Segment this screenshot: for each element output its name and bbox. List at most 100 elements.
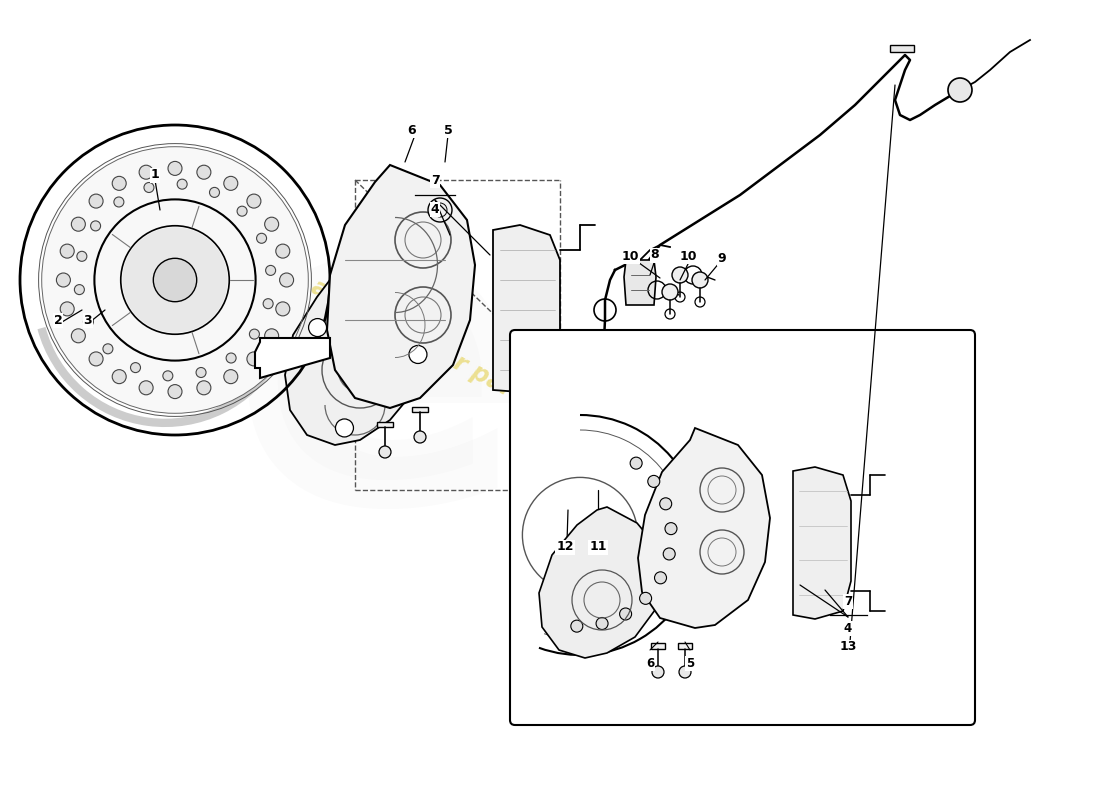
Polygon shape [793, 467, 851, 619]
Circle shape [209, 187, 220, 198]
Circle shape [652, 666, 664, 678]
Circle shape [596, 618, 608, 630]
Text: 6: 6 [646, 657, 654, 670]
Circle shape [84, 317, 94, 326]
Circle shape [75, 285, 85, 294]
Circle shape [679, 666, 691, 678]
Circle shape [72, 218, 86, 231]
Text: 2: 2 [54, 314, 63, 326]
Circle shape [279, 273, 294, 287]
Circle shape [56, 273, 70, 287]
Text: 10: 10 [680, 250, 696, 262]
Circle shape [139, 166, 153, 179]
Circle shape [42, 146, 308, 414]
Circle shape [265, 329, 278, 343]
Polygon shape [890, 45, 914, 52]
Text: 5: 5 [686, 657, 694, 670]
Circle shape [692, 272, 708, 288]
Circle shape [139, 381, 153, 394]
Circle shape [89, 352, 103, 366]
Circle shape [630, 457, 642, 469]
Circle shape [112, 176, 126, 190]
Circle shape [276, 244, 289, 258]
Circle shape [409, 346, 427, 363]
Circle shape [144, 182, 154, 193]
Polygon shape [624, 260, 656, 305]
Circle shape [276, 302, 289, 316]
Text: 5: 5 [443, 123, 452, 137]
Circle shape [90, 221, 100, 231]
Polygon shape [539, 507, 662, 658]
Circle shape [256, 234, 266, 243]
Circle shape [196, 367, 206, 378]
Circle shape [246, 352, 261, 366]
Circle shape [131, 362, 141, 373]
Text: a passion for parts since 1985: a passion for parts since 1985 [307, 275, 673, 485]
Circle shape [662, 284, 678, 300]
Circle shape [336, 419, 353, 437]
Circle shape [223, 176, 238, 190]
Text: e: e [262, 213, 497, 547]
Polygon shape [377, 422, 393, 427]
Circle shape [163, 371, 173, 381]
Polygon shape [493, 225, 560, 392]
Circle shape [112, 370, 126, 384]
Circle shape [948, 78, 972, 102]
Text: 11: 11 [590, 541, 607, 554]
Circle shape [265, 266, 276, 275]
Text: 1: 1 [151, 169, 160, 182]
Circle shape [114, 197, 124, 207]
Circle shape [72, 329, 86, 342]
Polygon shape [651, 643, 666, 649]
Polygon shape [678, 643, 692, 649]
Circle shape [309, 318, 327, 337]
Text: 13: 13 [839, 641, 857, 654]
Circle shape [122, 227, 228, 333]
Circle shape [77, 251, 87, 262]
Text: 9: 9 [717, 251, 726, 265]
Text: e: e [229, 165, 530, 595]
Text: 8: 8 [651, 249, 659, 262]
Text: 4: 4 [844, 622, 852, 635]
Circle shape [414, 431, 426, 443]
Circle shape [223, 370, 238, 384]
Polygon shape [255, 338, 330, 378]
Circle shape [639, 592, 651, 604]
Circle shape [250, 329, 260, 339]
Circle shape [89, 194, 103, 208]
Circle shape [60, 302, 74, 316]
Circle shape [168, 162, 182, 175]
Circle shape [263, 298, 273, 309]
Circle shape [60, 244, 74, 258]
Circle shape [672, 267, 688, 283]
Circle shape [227, 353, 236, 363]
Circle shape [666, 522, 676, 534]
Polygon shape [327, 165, 475, 408]
Text: 10: 10 [621, 250, 639, 262]
Polygon shape [412, 407, 428, 412]
Circle shape [552, 527, 568, 543]
Circle shape [238, 206, 248, 216]
Text: 3: 3 [84, 314, 92, 326]
Circle shape [168, 385, 182, 398]
Polygon shape [638, 428, 770, 628]
Circle shape [619, 608, 631, 620]
Circle shape [265, 218, 278, 231]
Circle shape [428, 198, 452, 222]
Circle shape [663, 548, 675, 560]
Circle shape [103, 344, 113, 354]
FancyBboxPatch shape [510, 330, 975, 725]
Circle shape [571, 620, 583, 632]
Circle shape [153, 258, 197, 302]
Circle shape [654, 572, 667, 584]
Text: 4: 4 [430, 203, 439, 216]
Circle shape [177, 179, 187, 189]
Circle shape [379, 446, 390, 458]
Polygon shape [285, 240, 437, 445]
Circle shape [246, 194, 261, 208]
Text: 7: 7 [844, 595, 852, 608]
Circle shape [660, 498, 672, 510]
Text: 6: 6 [408, 123, 416, 137]
Circle shape [548, 470, 588, 510]
Circle shape [197, 381, 211, 394]
